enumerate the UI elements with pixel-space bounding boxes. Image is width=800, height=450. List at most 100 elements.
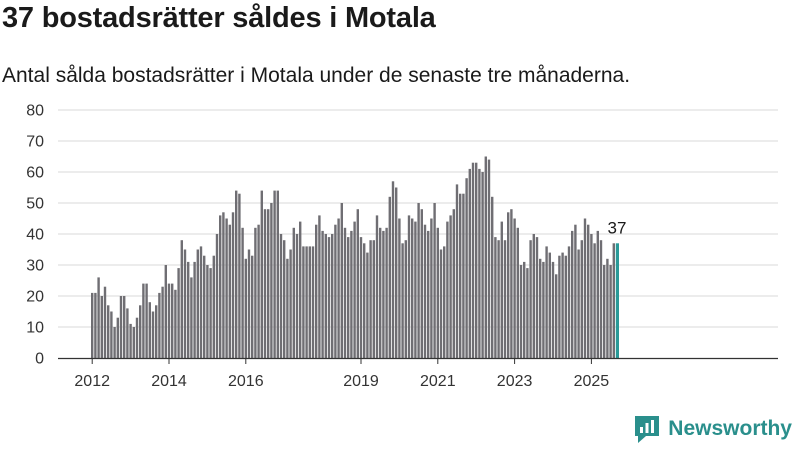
bar: [443, 246, 446, 358]
bar: [276, 190, 279, 358]
bar: [395, 187, 398, 358]
bar: [139, 305, 142, 358]
bar: [510, 209, 513, 358]
bar: [567, 246, 571, 358]
x-axis-labels: 2012 2014 2016 2019 2021 2023 2025: [74, 358, 609, 390]
bar: [286, 258, 289, 358]
bar: [379, 227, 382, 358]
bar: [94, 292, 97, 358]
bar: [564, 255, 567, 358]
bar: [212, 255, 215, 358]
bar: [231, 212, 235, 358]
bar: [526, 268, 529, 358]
bar: [334, 224, 337, 358]
y-tick-label: 30: [26, 258, 44, 275]
bar: [500, 221, 503, 358]
bar: [238, 193, 241, 358]
bar: [100, 296, 103, 358]
bar: [523, 261, 526, 358]
bar: [219, 215, 222, 358]
bar: [427, 230, 430, 358]
bar: [247, 249, 251, 358]
chart-subtitle: Antal sålda bostadsrätter i Motala under…: [2, 64, 631, 87]
bar: [279, 234, 283, 358]
bar: [142, 283, 145, 358]
bar: [187, 261, 190, 358]
bar: [446, 221, 449, 358]
bar: [251, 255, 254, 358]
x-tick-label: 2019: [343, 373, 379, 390]
bar: [91, 292, 94, 358]
bar: [449, 215, 452, 358]
y-tick-label: 40: [26, 227, 44, 244]
bar: [97, 277, 100, 358]
bar: [519, 265, 523, 358]
y-tick-label: 0: [35, 351, 44, 368]
bar: [404, 240, 407, 358]
y-tick-label: 20: [26, 289, 44, 306]
bar: [158, 292, 161, 358]
bar: [385, 227, 388, 358]
bar: [414, 221, 417, 358]
bar: [292, 227, 295, 358]
bar: [407, 215, 411, 358]
bar: [542, 261, 545, 358]
newsworthy-logo-icon: [635, 416, 660, 443]
bar: [497, 240, 500, 358]
bar: [423, 224, 427, 358]
bar: [420, 209, 423, 358]
bar: [206, 265, 209, 358]
bar: [459, 193, 462, 358]
bar: [254, 227, 257, 358]
bar: [260, 190, 263, 358]
bar: [263, 209, 267, 358]
y-tick-label: 80: [26, 103, 44, 120]
bar: [155, 305, 158, 358]
bar: [417, 203, 420, 358]
brand-name: Newsworthy: [668, 417, 792, 440]
bar: [503, 240, 507, 358]
bar: [487, 159, 491, 358]
bar: [145, 283, 148, 358]
bar: [129, 323, 132, 358]
bar: [171, 283, 174, 358]
bar: [411, 218, 414, 358]
bar: [196, 249, 199, 358]
bar: [548, 252, 551, 358]
bar: [347, 237, 350, 358]
bar: [430, 218, 433, 358]
bar: [484, 156, 487, 358]
bar: [324, 234, 327, 358]
bar: [267, 209, 270, 358]
bar: [321, 230, 324, 358]
bar: [228, 224, 231, 358]
y-tick-label: 50: [26, 196, 44, 213]
bar: [561, 252, 564, 358]
bar: [177, 268, 180, 358]
bar: [311, 246, 315, 358]
bar: [587, 224, 590, 358]
bar: [209, 268, 212, 358]
bar: [135, 317, 139, 358]
bar: [123, 296, 126, 358]
bar: [107, 305, 110, 358]
x-tick-label: 2016: [228, 373, 264, 390]
bar: [283, 240, 286, 358]
bar: [315, 224, 318, 358]
bar: [401, 243, 404, 358]
bar: [331, 234, 334, 358]
bar: [455, 184, 459, 358]
bar: [535, 237, 539, 358]
bar: [580, 240, 583, 358]
bar: [433, 203, 436, 358]
bar: [350, 230, 353, 358]
bar: [148, 302, 151, 358]
bar: [337, 218, 340, 358]
x-tick-label: 2021: [420, 373, 456, 390]
x-tick-label: 2012: [74, 373, 110, 390]
bar: [302, 246, 305, 358]
x-tick-label: 2023: [497, 373, 533, 390]
bar: [363, 243, 366, 358]
bar: [478, 168, 481, 358]
bar: [132, 327, 135, 358]
